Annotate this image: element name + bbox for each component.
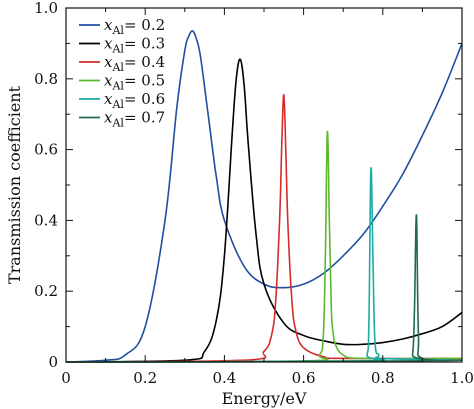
x-axis-title: Energy/eV [222, 389, 307, 408]
series-line-5 [65, 167, 463, 363]
x-tick-label: 0 [61, 369, 71, 387]
series-line-2 [65, 58, 463, 363]
legend-label: xAl= 0.2 [104, 16, 165, 37]
y-axis-title: Transmission coefficient [5, 85, 24, 284]
x-tick-label: 1.0 [450, 369, 474, 387]
x-tick-label: 0.4 [212, 369, 236, 387]
series-line-3 [65, 93, 463, 363]
legend-label: xAl= 0.6 [104, 90, 165, 111]
series-line-1 [65, 30, 463, 363]
y-tick-label: 0.6 [34, 141, 58, 159]
series-line-6 [65, 214, 463, 363]
ticks-layer: 0 0.2 0.4 0.6 0.8 1.0 0 0.2 0.4 0.6 0.8 1.0 [34, 0, 474, 387]
legend-label: xAl= 0.4 [104, 53, 165, 74]
legend-label: xAl= 0.3 [104, 35, 165, 56]
y-tick-label: 1.0 [34, 0, 58, 17]
y-tick-label: 0.4 [34, 211, 58, 229]
legend-label: xAl= 0.7 [104, 109, 165, 130]
x-tick-label: 0.2 [133, 369, 157, 387]
y-tick-label: 0.2 [34, 282, 58, 300]
series-line-4 [65, 131, 463, 363]
y-tick-label: 0.8 [34, 70, 58, 88]
y-tick-label: 0 [48, 353, 58, 371]
x-tick-label: 0.6 [292, 369, 316, 387]
legend-label: xAl= 0.5 [104, 72, 165, 93]
x-tick-label: 0.8 [371, 369, 395, 387]
